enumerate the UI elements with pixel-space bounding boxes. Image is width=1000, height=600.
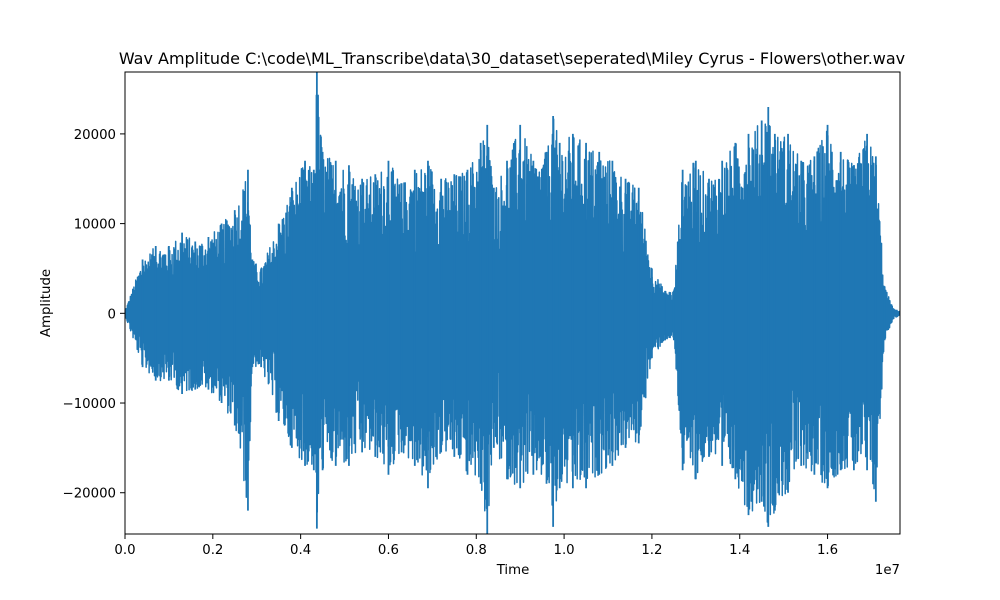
y-tick-label: −10000 [63, 397, 116, 412]
axes-frame [124, 71, 901, 535]
waveform-line [125, 94, 900, 523]
x-tick-label: 0.0 [114, 543, 135, 558]
x-axis-label: Time [496, 563, 530, 578]
x-tick-label: 0.8 [466, 543, 487, 558]
x-axis: 0.0 0.2 0.4 0.6 0.8 1.0 1.2 1.4 1.6 [114, 534, 838, 558]
x-tick-label: 0.4 [290, 543, 311, 558]
y-tick-label: 20000 [74, 128, 116, 143]
x-tick-label: 1.2 [641, 543, 662, 558]
waveform-layer [125, 72, 900, 534]
x-tick-label: 0.6 [378, 543, 399, 558]
chart-title: Wav Amplitude C:\code\ML_Transcribe\data… [119, 49, 905, 69]
y-axis: 20000 10000 0 −10000 −20000 [63, 128, 125, 502]
x-tick-label: 1.4 [729, 543, 750, 558]
x-tick-label: 0.2 [202, 543, 223, 558]
x-tick-label: 1.6 [817, 543, 838, 558]
y-tick-label: 0 [108, 307, 116, 322]
y-axis-label: Amplitude [39, 269, 54, 337]
plot-area [124, 71, 901, 535]
x-axis-offset-label: 1e7 [875, 563, 900, 578]
x-tick-label: 1.0 [554, 543, 575, 558]
y-tick-label: 10000 [74, 218, 116, 233]
y-tick-label: −20000 [63, 487, 116, 502]
